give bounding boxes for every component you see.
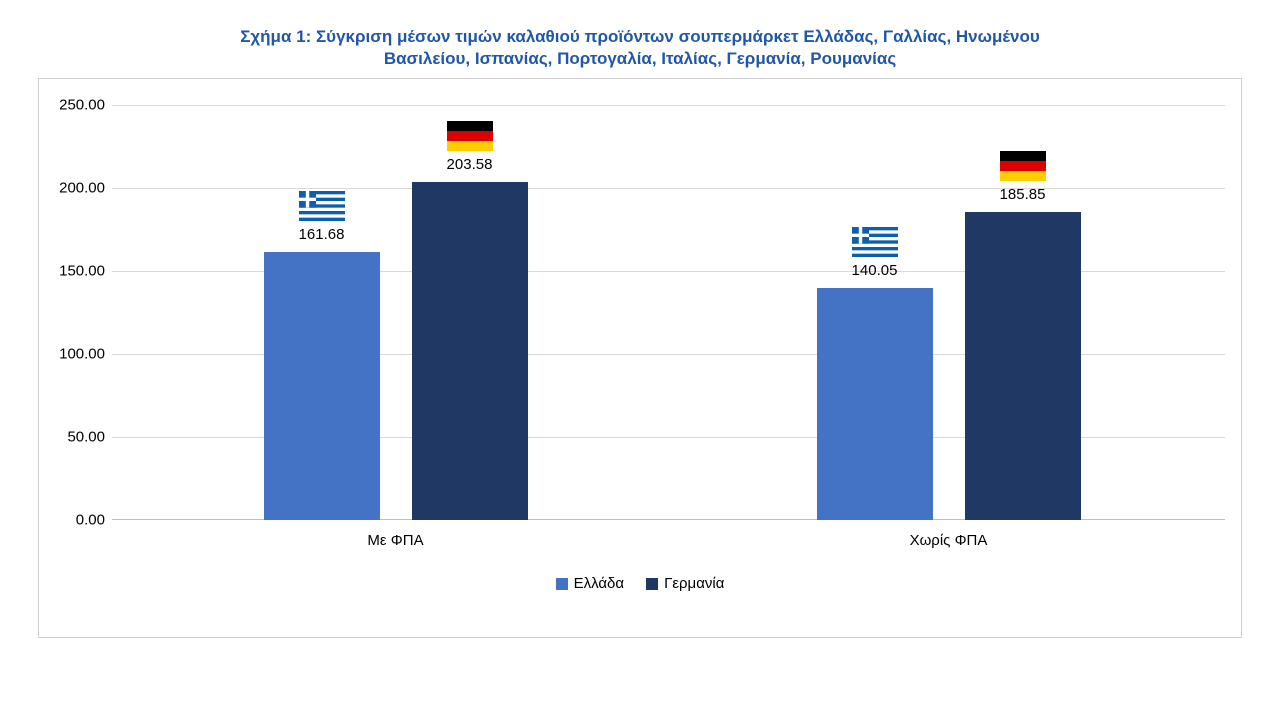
greek-flag-icon bbox=[298, 190, 345, 221]
legend: Ελλάδα Γερμανία bbox=[39, 575, 1241, 592]
x-axis-line bbox=[112, 519, 1225, 520]
x-axis-label-me-fpa: Με ΦΠΑ bbox=[367, 532, 424, 549]
bar-germany-xoris-fpa bbox=[964, 211, 1081, 520]
bar-greece-xoris-fpa bbox=[816, 287, 933, 520]
bar-group-xoris-fpa: 140.05 185.85 bbox=[816, 105, 1081, 520]
bar-germany-me-fpa bbox=[411, 182, 528, 520]
value-label: 140.05 bbox=[851, 261, 898, 279]
value-label: 203.58 bbox=[446, 156, 493, 174]
legend-label-greece: Ελλάδα bbox=[573, 575, 625, 592]
y-tick-label: 150.00 bbox=[59, 262, 105, 280]
page-title-line1: Σχήμα 1: Σύγκριση μέσων τιμών καλαθιού π… bbox=[240, 27, 1040, 46]
x-axis-labels: Με ΦΠΑ Χωρίς ΦΠΑ bbox=[119, 532, 1225, 549]
bar-column-greece-xoris-fpa: 140.05 bbox=[816, 105, 933, 520]
bar-column-germany-me-fpa: 203.58 bbox=[411, 105, 528, 520]
y-tick-label: 50.00 bbox=[67, 428, 105, 446]
value-label: 185.85 bbox=[999, 185, 1046, 203]
legend-item-greece: Ελλάδα bbox=[555, 575, 625, 592]
x-axis-label-xoris-fpa: Χωρίς ΦΠΑ bbox=[909, 532, 988, 549]
plot-area: 161.68 203.58 bbox=[112, 105, 1225, 520]
bar-group-me-fpa: 161.68 203.58 bbox=[263, 105, 528, 520]
german-flag-icon bbox=[446, 121, 493, 152]
german-flag-icon bbox=[999, 150, 1046, 181]
legend-swatch-germany bbox=[646, 577, 659, 590]
page-title: Σχήμα 1: Σύγκριση μέσων τιμών καλαθιού π… bbox=[0, 26, 1280, 70]
plot-row: 250.00 200.00 150.00 100.00 50.00 0.00 bbox=[39, 97, 1241, 529]
gridline bbox=[112, 354, 1225, 355]
legend-label-germany: Γερμανία bbox=[664, 575, 725, 592]
bar-column-greece-me-fpa: 161.68 bbox=[263, 105, 380, 520]
y-tick-label: 250.00 bbox=[59, 96, 105, 114]
bars-layer: 161.68 203.58 bbox=[119, 105, 1225, 520]
value-label: 161.68 bbox=[298, 225, 345, 243]
y-tick-label: 100.00 bbox=[59, 345, 105, 363]
greek-flag-icon bbox=[851, 226, 898, 257]
gridline bbox=[112, 188, 1225, 189]
y-tick-label: 200.00 bbox=[59, 179, 105, 197]
chart-frame: 250.00 200.00 150.00 100.00 50.00 0.00 bbox=[38, 78, 1242, 638]
bar-greece-me-fpa bbox=[263, 251, 380, 520]
bar-column-germany-xoris-fpa: 185.85 bbox=[964, 105, 1081, 520]
legend-swatch-greece bbox=[555, 577, 568, 590]
y-axis: 250.00 200.00 150.00 100.00 50.00 0.00 bbox=[39, 97, 119, 529]
page-title-line2: Βασιλείου, Ισπανίας, Πορτογαλία, Ιταλίας… bbox=[383, 49, 897, 68]
gridline bbox=[112, 105, 1225, 106]
gridline bbox=[112, 271, 1225, 272]
y-tick-label: 0.00 bbox=[75, 511, 105, 529]
legend-item-germany: Γερμανία bbox=[646, 575, 724, 592]
gridline bbox=[112, 437, 1225, 438]
